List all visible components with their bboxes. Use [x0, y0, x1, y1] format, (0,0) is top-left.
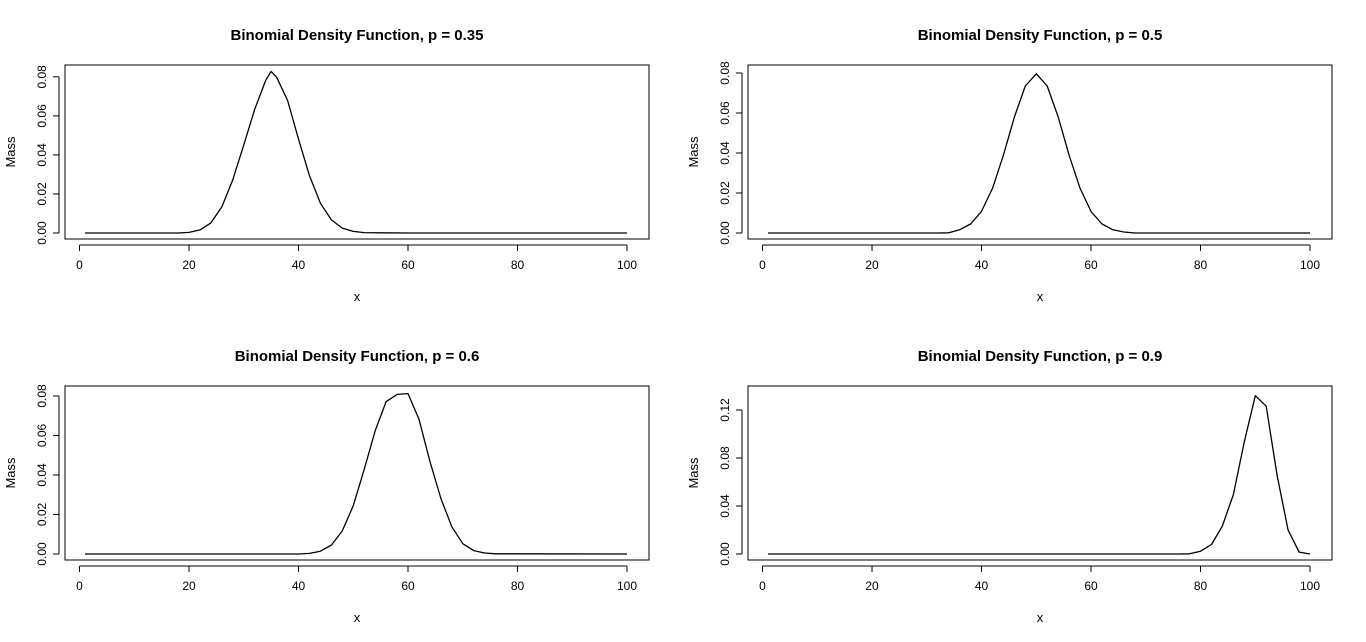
y-axis: 0.00 0.04 0.08 0.12: [718, 398, 743, 566]
chart-panels: Binomial Density Function, p = 0.35 0 20 40…: [3, 27, 1333, 625]
x-tick-label: 40: [975, 258, 989, 272]
x-tick-label: 60: [1084, 258, 1098, 272]
y-axis: 0.00 0.02 0.04 0.06 0.08: [35, 65, 60, 245]
y-tick-label: 0.02: [718, 181, 732, 205]
density-line: [85, 70, 627, 234]
chart-panel-1: Binomial Density Function, p = 0.35 0 20 40…: [3, 27, 650, 304]
x-tick-label: 20: [182, 258, 196, 272]
chart-panel-4: Binomial Density Function, p = 0.9 0 20 40 6…: [686, 348, 1333, 625]
x-axis: 0 20 40 60 80 100: [759, 565, 1320, 593]
y-tick-label: 0.00: [35, 542, 49, 566]
x-tick-label: 40: [975, 579, 989, 593]
chart-title: Binomial Density Function, p = 0.5: [918, 27, 1163, 44]
x-axis-label: x: [1037, 610, 1044, 625]
x-tick-label: 80: [1194, 579, 1208, 593]
x-tick-label: 100: [617, 258, 637, 272]
chart-title: Binomial Density Function, p = 0.6: [235, 348, 480, 365]
y-tick-label: 0.08: [718, 61, 732, 85]
x-tick-label: 100: [617, 579, 637, 593]
y-tick-label: 0.06: [35, 104, 49, 128]
x-tick-label: 0: [76, 258, 83, 272]
y-tick-label: 0.08: [35, 384, 49, 408]
y-tick-label: 0.00: [718, 542, 732, 566]
x-tick-label: 60: [401, 579, 415, 593]
x-tick-label: 0: [76, 579, 83, 593]
x-axis-label: x: [354, 610, 361, 625]
y-axis-label: Mass: [3, 136, 18, 168]
x-tick-label: 80: [511, 258, 525, 272]
x-tick-label: 100: [1300, 579, 1320, 593]
y-axis-label: Mass: [686, 457, 701, 489]
plot-frame: [64, 385, 650, 561]
y-axis-label: Mass: [686, 136, 701, 168]
density-line: [768, 73, 1310, 234]
x-tick-label: 0: [759, 579, 766, 593]
x-tick-label: 60: [401, 258, 415, 272]
chart-title: Binomial Density Function, p = 0.35: [231, 27, 484, 44]
y-tick-label: 0.02: [35, 502, 49, 526]
y-axis: 0.00 0.02 0.04 0.06 0.08: [35, 384, 60, 566]
x-axis-label: x: [354, 289, 361, 304]
y-tick-label: 0.08: [35, 65, 49, 89]
x-axis: 0 20 40 60 80 100: [76, 244, 637, 272]
y-axis: 0.00 0.02 0.04 0.06 0.08: [718, 61, 743, 245]
y-tick-label: 0.06: [35, 423, 49, 447]
x-tick-label: 80: [511, 579, 525, 593]
x-axis: 0 20 40 60 80 100: [76, 565, 637, 593]
chart-panel-2: Binomial Density Function, p = 0.5 0 20 40 6…: [686, 27, 1333, 304]
x-tick-label: 20: [865, 258, 879, 272]
plot-frame: [747, 385, 1333, 561]
x-tick-label: 40: [292, 579, 306, 593]
x-tick-label: 40: [292, 258, 306, 272]
y-tick-label: 0.04: [718, 141, 732, 165]
x-tick-label: 80: [1194, 258, 1208, 272]
x-tick-label: 60: [1084, 579, 1098, 593]
y-tick-label: 0.12: [718, 398, 732, 422]
x-axis: 0 20 40 60 80 100: [759, 244, 1320, 272]
x-tick-label: 20: [182, 579, 196, 593]
chart-panel-3: Binomial Density Function, p = 0.6 0 20 40 6…: [3, 348, 650, 625]
chart-title: Binomial Density Function, p = 0.9: [918, 348, 1163, 365]
x-tick-label: 0: [759, 258, 766, 272]
y-tick-label: 0.04: [718, 494, 732, 518]
density-line: [85, 392, 628, 555]
plot-frame: [747, 64, 1333, 240]
y-tick-label: 0.04: [35, 463, 49, 487]
y-tick-label: 0.04: [35, 143, 49, 167]
y-tick-label: 0.08: [718, 446, 732, 470]
x-tick-label: 100: [1300, 258, 1320, 272]
y-tick-label: 0.06: [718, 101, 732, 125]
x-axis-label: x: [1037, 289, 1044, 304]
plot-frame: [64, 64, 650, 240]
x-tick-label: 20: [865, 579, 879, 593]
y-axis-label: Mass: [3, 457, 18, 489]
density-line: [768, 395, 1311, 555]
y-tick-label: 0.00: [35, 221, 49, 245]
y-tick-label: 0.02: [35, 182, 49, 206]
y-tick-label: 0.00: [718, 221, 732, 245]
